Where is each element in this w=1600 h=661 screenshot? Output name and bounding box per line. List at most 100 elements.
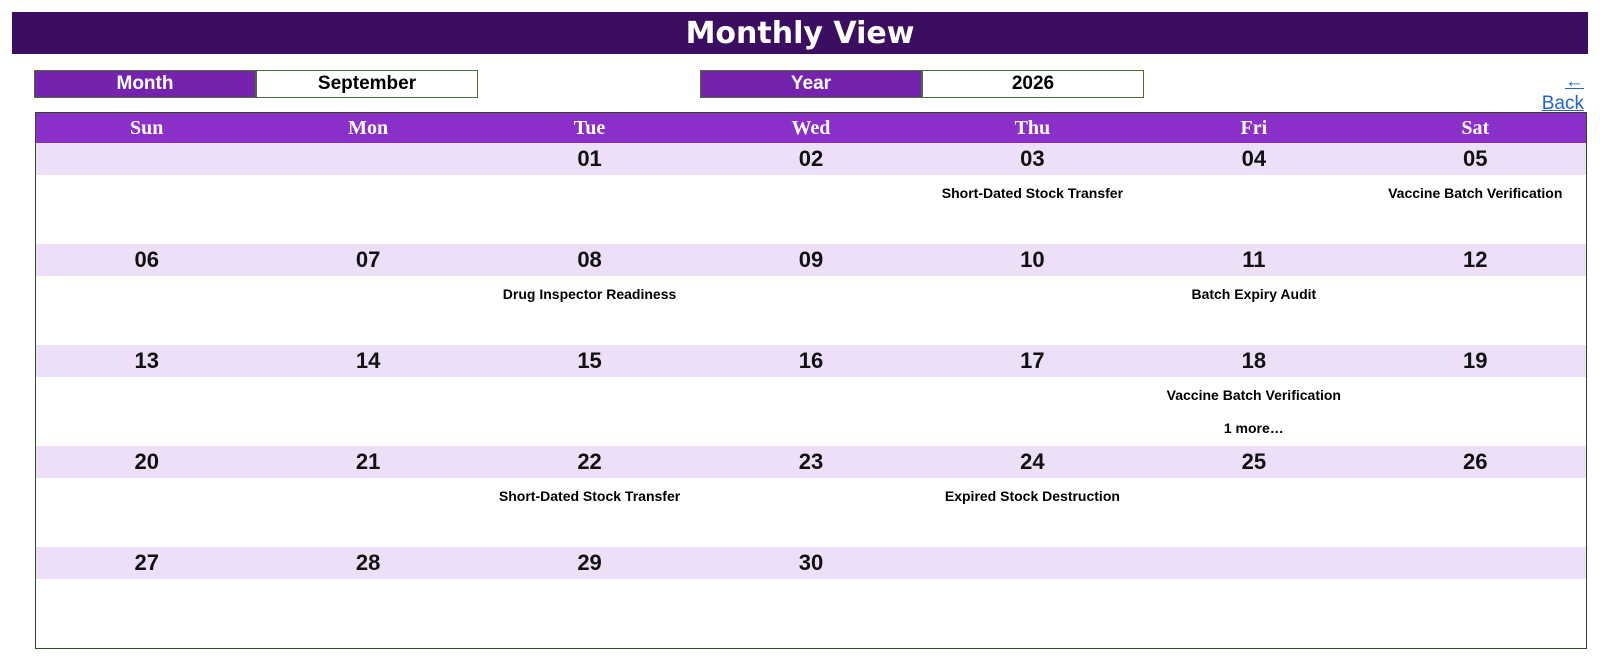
day-number[interactable]: 08 [577,247,602,272]
weekday-header: Sun Mon Tue Wed Thu Fri Sat [36,113,1586,143]
weekday-fri: Fri [1240,116,1268,139]
year-field[interactable]: 2026 [922,70,1144,98]
year-label: Year [700,70,922,98]
day-events [700,276,921,345]
calendar-weeks: 01 02 03 04 05 Short-Dated Stock Transfer Vacc… [36,143,1586,648]
day-number[interactable]: 26 [1463,449,1488,474]
day-number [922,547,1143,579]
day-events [479,579,700,648]
day-events [36,276,257,345]
day-events: Expired Stock Destruction [922,478,1143,547]
day-events [922,579,1143,648]
day-number [257,143,478,175]
date-row: 01 02 03 04 05 [36,143,1586,175]
day-number[interactable]: 04 [1241,146,1267,171]
back-link[interactable]: ← Back [1541,71,1584,114]
day-events [36,579,257,648]
day-number[interactable]: 06 [134,247,159,272]
day-events [257,478,478,547]
weekday-sun: Sun [130,116,164,139]
day-events [700,478,921,547]
day-number [1143,547,1364,579]
day-events [36,175,257,244]
day-number[interactable]: 19 [1463,348,1488,373]
day-number[interactable]: 22 [577,449,602,474]
day-number[interactable]: 02 [798,146,824,171]
day-events [479,175,700,244]
event-row: Short-Dated Stock Transfer Vaccine Batch … [36,175,1586,244]
day-number[interactable]: 16 [798,348,824,373]
date-row: 27 28 29 30 [36,547,1586,579]
day-number[interactable]: 05 [1463,146,1488,171]
day-number[interactable]: 28 [355,550,381,575]
day-number[interactable]: 09 [798,247,824,272]
day-number[interactable]: 03 [1020,146,1045,171]
day-events: Batch Expiry Audit [1143,276,1364,345]
day-number[interactable]: 30 [798,550,824,575]
day-events [922,276,1143,345]
calendar-week: 01 02 03 04 05 Short-Dated Stock Transfer Vacc… [36,143,1586,244]
calendar-week: 27 28 29 30 [36,547,1586,648]
day-number[interactable]: 10 [1020,247,1045,272]
day-events [479,377,700,446]
day-events [1143,175,1364,244]
day-events [257,579,478,648]
day-number[interactable]: 25 [1241,449,1267,474]
more-events-link[interactable]: 1 more… [1223,420,1284,436]
weekday-mon: Mon [348,116,389,139]
weekday-wed: Wed [791,116,831,139]
event-item[interactable]: Vaccine Batch Verification [1166,387,1341,403]
day-events [257,175,478,244]
month-label: Month [34,70,256,98]
day-number[interactable]: 01 [577,146,602,171]
weekday-thu: Thu [1014,116,1051,139]
day-number[interactable]: 23 [798,449,824,474]
date-row: 20 21 22 23 24 25 26 [36,446,1586,478]
date-row: 06 07 08 09 10 11 12 [36,244,1586,276]
calendar-grid: Sun Mon Tue Wed Thu Fri Sat 01 02 03 04 05 Sh… [35,112,1587,649]
day-events [700,175,921,244]
month-field[interactable]: September [256,70,478,98]
day-events: Short-Dated Stock Transfer [922,175,1143,244]
event-row: Vaccine Batch Verification 1 more… [36,377,1586,446]
day-number [1365,547,1586,579]
day-number[interactable]: 07 [355,247,381,272]
day-number[interactable]: 12 [1463,247,1488,272]
event-item[interactable]: Drug Inspector Readiness [502,286,677,302]
event-row [36,579,1586,648]
day-number[interactable]: 11 [1242,247,1266,272]
day-number[interactable]: 20 [134,449,159,474]
day-events [1143,579,1364,648]
day-events [1365,377,1586,446]
day-events [257,276,478,345]
day-number[interactable]: 17 [1020,348,1045,373]
day-number[interactable]: 27 [134,550,159,575]
day-events [922,377,1143,446]
event-item[interactable]: Expired Stock Destruction [944,488,1120,504]
event-item[interactable]: Vaccine Batch Verification [1388,185,1563,201]
day-events [700,579,921,648]
day-number[interactable]: 18 [1241,348,1267,373]
day-events: Vaccine Batch Verification 1 more… [1143,377,1364,446]
day-number [36,143,257,175]
page-title: Monthly View [12,12,1588,54]
event-item[interactable]: Batch Expiry Audit [1191,286,1317,302]
day-events: Short-Dated Stock Transfer [479,478,700,547]
weekday-tue: Tue [573,116,606,139]
day-events: Drug Inspector Readiness [479,276,700,345]
calendar-week: 06 07 08 09 10 11 12 Drug Inspector Readiness Ba… [36,244,1586,345]
day-events: Vaccine Batch Verification [1365,175,1586,244]
day-number[interactable]: 14 [355,348,381,373]
day-number[interactable]: 29 [577,550,602,575]
event-item[interactable]: Short-Dated Stock Transfer [498,488,681,504]
event-row: Drug Inspector Readiness Batch Expiry Aud… [36,276,1586,345]
event-item[interactable]: Short-Dated Stock Transfer [941,185,1124,201]
calendar-week: 13 14 15 16 17 18 19 Vaccine Batch Verification… [36,345,1586,446]
day-events [257,377,478,446]
day-number[interactable]: 13 [134,348,159,373]
weekday-sat: Sat [1461,116,1490,139]
event-row: Short-Dated Stock Transfer Expired Stock … [36,478,1586,547]
day-number[interactable]: 21 [355,449,381,474]
day-number[interactable]: 15 [577,348,602,373]
day-number[interactable]: 24 [1020,449,1045,474]
